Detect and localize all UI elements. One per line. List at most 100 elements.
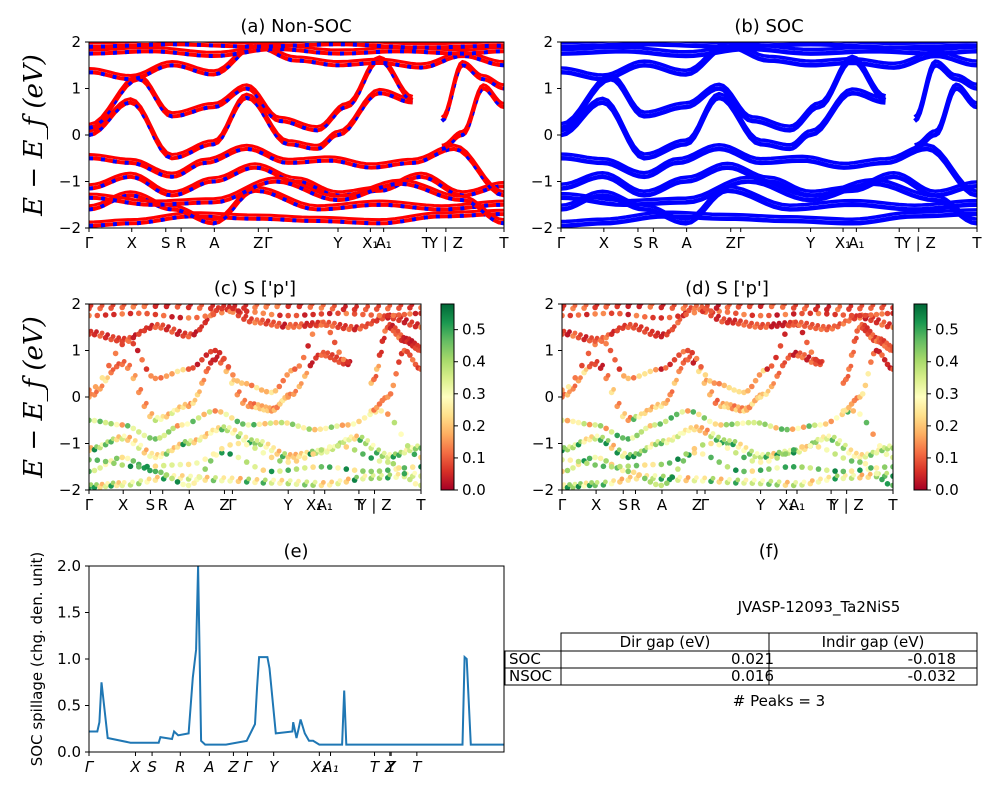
proj-point bbox=[411, 451, 418, 458]
proj-point bbox=[702, 475, 708, 481]
panel-b-bands bbox=[561, 42, 977, 228]
proj-point bbox=[790, 447, 797, 453]
proj-point bbox=[884, 481, 891, 487]
proj-point bbox=[850, 408, 857, 414]
band-line bbox=[440, 59, 504, 119]
proj-point bbox=[202, 313, 208, 320]
proj-point bbox=[848, 312, 855, 319]
proj-point bbox=[418, 464, 421, 470]
proj-point bbox=[718, 422, 724, 428]
proj-point bbox=[575, 419, 582, 426]
proj-point bbox=[782, 451, 789, 457]
panel-c-xtick-label: Γ bbox=[228, 496, 237, 514]
band-line bbox=[561, 211, 977, 228]
proj-point bbox=[881, 357, 888, 363]
proj-point bbox=[89, 304, 94, 308]
proj-point bbox=[736, 388, 742, 395]
proj-point bbox=[754, 321, 760, 327]
proj-point bbox=[675, 456, 681, 463]
proj-point bbox=[180, 481, 186, 488]
proj-point bbox=[385, 459, 391, 465]
proj-point bbox=[94, 457, 101, 464]
proj-point bbox=[600, 362, 605, 368]
proj-point bbox=[741, 311, 747, 318]
panel-b-xtick-label: T bbox=[894, 234, 905, 252]
panel-e-xtick-label: T bbox=[412, 758, 423, 776]
proj-point bbox=[870, 431, 876, 438]
panel-e-ytick-label: 0.0 bbox=[57, 743, 81, 761]
proj-point bbox=[745, 419, 752, 426]
colorbar-d-tick-label: 0.1 bbox=[935, 449, 959, 467]
proj-point bbox=[385, 312, 391, 319]
proj-point bbox=[229, 415, 235, 421]
proj-point bbox=[605, 438, 611, 443]
proj-point bbox=[799, 464, 805, 470]
proj-point bbox=[254, 477, 260, 482]
proj-point bbox=[818, 476, 823, 482]
proj-point bbox=[343, 310, 350, 317]
band-line-dash bbox=[89, 179, 504, 226]
proj-point bbox=[594, 480, 600, 485]
panel-d-points bbox=[562, 304, 893, 490]
proj-point bbox=[798, 319, 804, 325]
proj-point bbox=[395, 471, 401, 477]
proj-point bbox=[309, 304, 315, 307]
proj-point bbox=[277, 458, 283, 464]
proj-point bbox=[412, 470, 418, 476]
proj-point bbox=[254, 304, 260, 307]
proj-point bbox=[616, 400, 622, 406]
proj-point bbox=[370, 473, 376, 478]
panel-b-ytick-label: −2 bbox=[531, 219, 553, 237]
proj-point bbox=[806, 354, 812, 360]
proj-point bbox=[741, 468, 747, 475]
proj-point bbox=[392, 325, 398, 331]
proj-point bbox=[647, 368, 654, 375]
proj-point bbox=[658, 461, 665, 468]
proj-point bbox=[376, 363, 382, 369]
proj-point bbox=[409, 357, 416, 363]
proj-point bbox=[666, 314, 673, 321]
proj-point bbox=[589, 480, 594, 485]
proj-point bbox=[108, 420, 114, 427]
proj-point bbox=[862, 312, 869, 319]
proj-point bbox=[260, 317, 265, 323]
proj-point bbox=[132, 373, 138, 378]
proj-point bbox=[361, 415, 368, 421]
proj-point bbox=[665, 397, 671, 403]
proj-point bbox=[259, 403, 265, 408]
proj-point bbox=[276, 383, 283, 390]
proj-point bbox=[611, 478, 616, 483]
proj-point bbox=[163, 472, 170, 478]
proj-point bbox=[564, 417, 571, 424]
proj-point bbox=[621, 373, 627, 379]
proj-point bbox=[662, 365, 669, 371]
proj-point bbox=[572, 375, 578, 381]
proj-point bbox=[738, 318, 743, 324]
band-line bbox=[89, 208, 504, 224]
proj-point bbox=[149, 411, 155, 416]
proj-point bbox=[707, 418, 713, 425]
proj-point bbox=[246, 476, 252, 482]
proj-point bbox=[348, 323, 354, 329]
proj-point bbox=[572, 383, 578, 389]
col-dir-gap: Dir gap (eV) bbox=[620, 633, 711, 651]
proj-point bbox=[201, 377, 207, 383]
proj-point bbox=[282, 451, 288, 456]
proj-point bbox=[673, 411, 680, 418]
proj-point bbox=[256, 421, 263, 428]
proj-point bbox=[401, 465, 408, 471]
band-line bbox=[441, 83, 504, 147]
proj-point bbox=[376, 447, 382, 453]
proj-point bbox=[396, 359, 402, 365]
band-line bbox=[561, 58, 887, 133]
proj-point bbox=[289, 421, 296, 428]
proj-point bbox=[161, 432, 168, 439]
proj-point bbox=[785, 479, 790, 485]
proj-point bbox=[583, 367, 589, 372]
proj-point bbox=[817, 359, 823, 365]
proj-point bbox=[157, 435, 163, 441]
proj-point bbox=[578, 375, 583, 381]
panel-a-xtick-label: X bbox=[127, 234, 137, 252]
proj-point bbox=[225, 364, 232, 370]
panel-b-xtick-label: Z bbox=[726, 234, 736, 252]
